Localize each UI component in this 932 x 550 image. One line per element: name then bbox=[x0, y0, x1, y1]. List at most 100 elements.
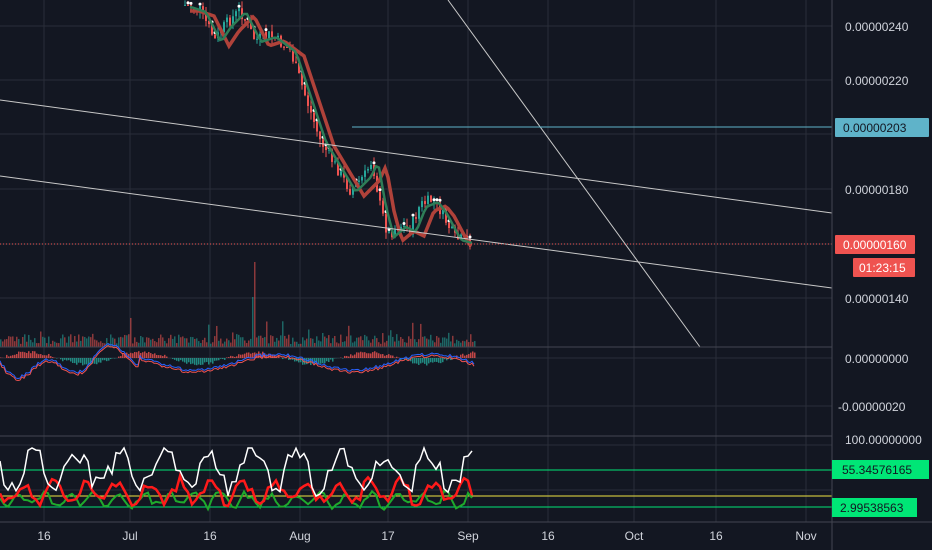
macd-histogram-bar bbox=[164, 354, 166, 358]
grid-lines bbox=[0, 0, 832, 522]
macd-histogram-bar bbox=[76, 358, 78, 365]
volume-bar bbox=[156, 342, 158, 347]
macd-histogram-bar bbox=[438, 358, 440, 363]
volume-bar bbox=[332, 338, 334, 347]
volume-bar bbox=[90, 337, 92, 347]
price-tick-label: 0.00000140 bbox=[845, 292, 909, 306]
macd-histogram-bar bbox=[134, 351, 136, 358]
macd-histogram-bar bbox=[172, 358, 174, 359]
macd-histogram-bar bbox=[274, 355, 276, 358]
candle-body bbox=[268, 31, 270, 39]
volume-bar bbox=[114, 338, 116, 347]
candle-body bbox=[304, 85, 306, 96]
macd-histogram-bar bbox=[214, 358, 216, 361]
volume-bar bbox=[432, 340, 434, 347]
volume-bar bbox=[228, 340, 230, 347]
macd-histogram-bar bbox=[372, 352, 374, 358]
macd-histogram-bar bbox=[216, 358, 218, 361]
oscillator-panel[interactable] bbox=[0, 435, 832, 512]
steep-trendline[interactable] bbox=[447, 0, 701, 348]
volume-bar bbox=[196, 338, 198, 347]
volume-bar bbox=[366, 336, 368, 347]
macd-histogram-bar bbox=[88, 358, 90, 366]
candle-body bbox=[208, 21, 210, 25]
macd-histogram-bar bbox=[218, 358, 220, 361]
candle-body bbox=[244, 19, 246, 21]
volume-bar bbox=[222, 343, 224, 347]
macd-histogram-bar bbox=[254, 352, 256, 358]
candle-body bbox=[184, 4, 186, 6]
volume-bar bbox=[240, 337, 242, 347]
volume-bar bbox=[372, 339, 374, 347]
volume-bar bbox=[406, 342, 408, 347]
signal-dot bbox=[186, 1, 190, 5]
macd-histogram-bar bbox=[46, 355, 48, 358]
candle-body bbox=[415, 217, 417, 219]
volume-bar bbox=[306, 338, 308, 347]
volume-bar bbox=[198, 341, 200, 347]
lower-trendline[interactable] bbox=[0, 175, 833, 289]
candle-body bbox=[319, 131, 321, 140]
time-tick-label: 16 bbox=[37, 529, 51, 543]
macd-histogram-bar bbox=[136, 352, 138, 358]
volume-bar bbox=[392, 336, 394, 347]
macd-histogram-bar bbox=[60, 358, 62, 360]
signal-dot bbox=[189, 1, 193, 5]
candle-body bbox=[235, 11, 237, 17]
macd-histogram-bar bbox=[228, 357, 230, 358]
volume-bar bbox=[454, 343, 456, 347]
candle-body bbox=[379, 191, 381, 201]
volume-bar bbox=[474, 341, 476, 347]
macd-histogram-bar bbox=[40, 354, 42, 358]
macd-histogram-bar bbox=[108, 358, 110, 361]
volume-bar bbox=[132, 343, 134, 347]
volume-bar bbox=[472, 341, 474, 347]
volume-bar bbox=[428, 339, 430, 347]
candle-body bbox=[418, 207, 420, 219]
signal-dot bbox=[402, 222, 406, 226]
macd-histogram-bar bbox=[72, 358, 74, 363]
macd-histogram-bar bbox=[146, 353, 148, 358]
macd-histogram-bar bbox=[130, 352, 132, 358]
volume-bar bbox=[330, 343, 332, 347]
volume-bar bbox=[128, 334, 130, 347]
macd-histogram-bar bbox=[346, 355, 348, 358]
macd-histogram-bar bbox=[304, 358, 306, 365]
candle-body bbox=[430, 195, 432, 202]
macd-panel[interactable] bbox=[0, 342, 832, 382]
volume-bar bbox=[314, 342, 316, 347]
time-axis[interactable]: 16 Jul 16 Aug 17 Sep 16 Oct 16 Nov bbox=[0, 521, 932, 543]
macd-histogram-bar bbox=[444, 358, 446, 360]
macd-tick-label: 0.00000000 bbox=[845, 352, 909, 366]
macd-histogram-bar bbox=[440, 358, 442, 364]
volume-bar bbox=[88, 336, 90, 347]
volume-bar bbox=[336, 342, 338, 347]
marker-price-tag[interactable]: 0.00000203 bbox=[835, 118, 929, 137]
macd-histogram-bar bbox=[328, 358, 330, 362]
macd-histogram-bar bbox=[42, 355, 44, 358]
price-axis[interactable]: 0.00000240 0.00000220 0.00000180 0.00000… bbox=[831, 0, 929, 550]
last-price-tag[interactable]: 0.00000160 bbox=[835, 235, 915, 254]
candle-body bbox=[388, 231, 390, 233]
volume-bar bbox=[140, 335, 142, 347]
macd-histogram-bar bbox=[466, 354, 468, 358]
last-price-label: 0.00000160 bbox=[843, 238, 907, 252]
volume-bar bbox=[158, 338, 160, 347]
volume-bar bbox=[62, 334, 64, 347]
macd-histogram-bar bbox=[386, 355, 388, 358]
macd-histogram-bar bbox=[460, 354, 462, 358]
price-panel[interactable] bbox=[0, 0, 833, 348]
volume-bar bbox=[134, 337, 136, 347]
volume-bar bbox=[38, 343, 40, 347]
macd-histogram-bar bbox=[418, 358, 420, 365]
upper-trendline[interactable] bbox=[0, 99, 833, 214]
volume-bar bbox=[92, 333, 94, 347]
volume-bar bbox=[54, 341, 56, 347]
macd-histogram-bar bbox=[250, 353, 252, 358]
macd-histogram-bar bbox=[160, 355, 162, 358]
volume-bar bbox=[142, 337, 144, 347]
candle-body bbox=[199, 6, 201, 12]
macd-histogram-bar bbox=[416, 358, 418, 364]
volume-bar bbox=[26, 341, 28, 347]
